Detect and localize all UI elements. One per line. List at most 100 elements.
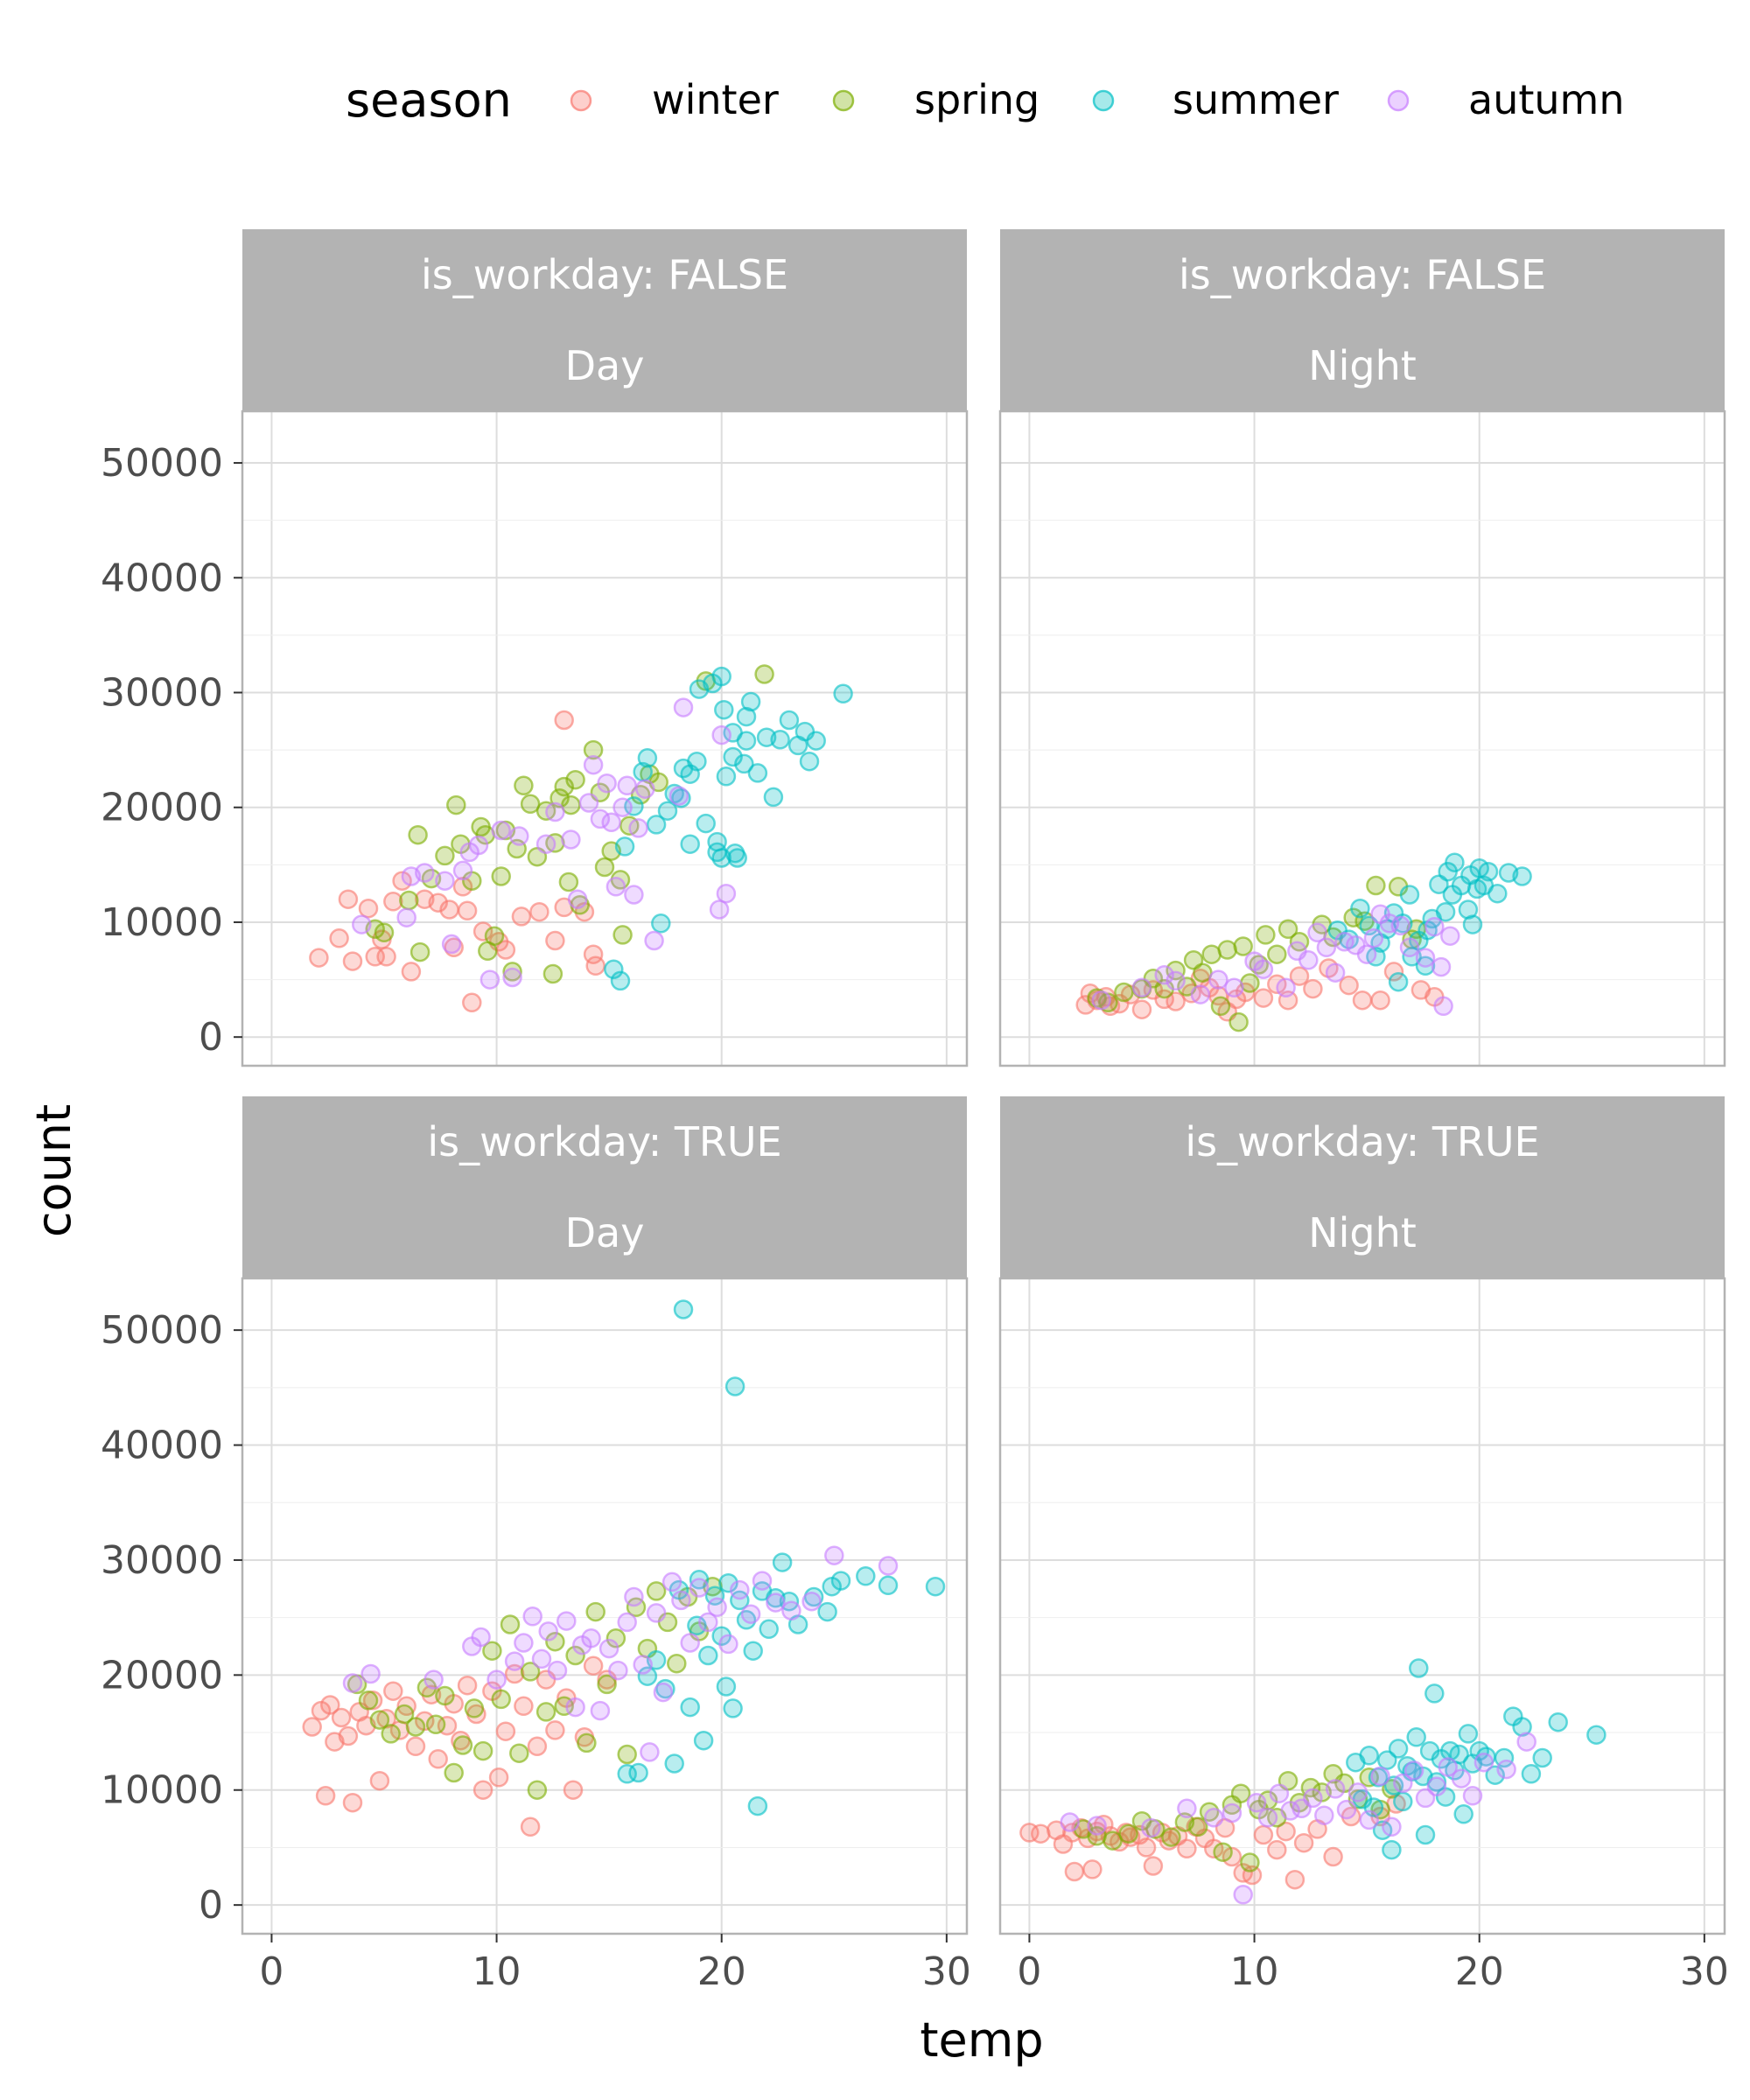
data-point-autumn xyxy=(601,812,621,833)
data-point-autumn xyxy=(1433,996,1453,1017)
panel-background xyxy=(1000,411,1725,1066)
data-point-winter xyxy=(369,1770,390,1791)
strip-background xyxy=(242,229,967,320)
data-point-autumn xyxy=(1269,1783,1290,1803)
data-point-summer xyxy=(740,691,761,712)
data-point-autumn xyxy=(1253,959,1274,980)
y-tick-label: 30000 xyxy=(101,1538,223,1583)
data-point-winter xyxy=(331,1707,352,1728)
legend-key-summer xyxy=(1092,89,1115,112)
data-point-autumn xyxy=(567,889,588,909)
data-point-spring xyxy=(606,1628,626,1648)
data-point-winter xyxy=(1236,982,1256,1003)
data-point-summer xyxy=(830,1571,851,1591)
data-point-autumn xyxy=(561,830,581,850)
y-tick-label: 0 xyxy=(199,1883,223,1928)
data-point-autumn xyxy=(752,1571,773,1591)
data-point-spring xyxy=(520,1662,541,1682)
data-point-summer xyxy=(718,1572,738,1593)
data-point-spring xyxy=(1256,925,1276,945)
data-point-autumn xyxy=(435,871,455,891)
data-point-autumn xyxy=(698,1612,718,1633)
data-point-spring xyxy=(545,1631,565,1652)
data-point-autumn xyxy=(624,1586,644,1607)
data-point-autumn xyxy=(1334,932,1354,952)
data-point-autumn xyxy=(617,775,637,796)
strip-label-time: Day xyxy=(565,1209,645,1256)
data-point-autumn xyxy=(1415,1788,1436,1809)
data-point-autumn xyxy=(1276,977,1296,998)
legend-item-summer: summer xyxy=(1092,76,1339,123)
data-point-autumn xyxy=(1325,962,1346,983)
data-point-autumn xyxy=(1060,1812,1080,1832)
data-point-autumn xyxy=(468,835,489,856)
data-point-autumn xyxy=(1431,956,1452,977)
data-point-summer xyxy=(724,1376,746,1396)
data-point-autumn xyxy=(1154,965,1174,985)
data-point-autumn xyxy=(606,877,626,897)
data-point-summer xyxy=(736,731,757,751)
data-point-autumn xyxy=(1336,1799,1357,1820)
legend-label-summer: summer xyxy=(1172,76,1339,123)
data-point-summer xyxy=(714,699,734,720)
data-point-autumn xyxy=(1222,1802,1242,1824)
data-point-winter xyxy=(472,1780,494,1800)
data-point-summer xyxy=(759,1619,779,1640)
y-tick-label: 30000 xyxy=(101,671,223,716)
data-point-autumn xyxy=(628,818,648,838)
y-axis-title: count xyxy=(26,1104,81,1237)
data-point-summer xyxy=(1445,852,1465,872)
data-point-summer xyxy=(1462,914,1483,934)
data-point-autumn xyxy=(612,797,633,817)
data-point-autumn xyxy=(1424,916,1445,937)
data-point-winter xyxy=(1284,1869,1306,1890)
data-point-spring xyxy=(482,1641,502,1661)
data-point-summer xyxy=(696,813,716,834)
data-point-autumn xyxy=(1087,1816,1107,1836)
data-point-winter xyxy=(383,892,403,912)
data-point-autumn xyxy=(1166,970,1186,991)
data-point-autumn xyxy=(730,1579,750,1600)
data-point-winter xyxy=(527,1736,548,1757)
data-point-winter xyxy=(338,1726,359,1746)
data-point-autumn xyxy=(1348,1782,1368,1802)
data-point-summer xyxy=(680,1697,700,1718)
x-tick-label: 10 xyxy=(472,1950,522,1994)
data-point-autumn xyxy=(1390,915,1410,936)
data-point-winter xyxy=(462,992,482,1013)
data-point-winter xyxy=(315,1786,336,1806)
strip-background xyxy=(1000,320,1725,411)
data-point-spring xyxy=(514,775,534,796)
data-point-autumn xyxy=(504,1651,525,1671)
data-point-spring xyxy=(435,1685,455,1706)
data-point-winter xyxy=(472,921,494,942)
legend-label-spring: spring xyxy=(914,76,1040,123)
data-point-spring xyxy=(464,1698,485,1718)
data-point-winter xyxy=(383,1681,403,1701)
data-point-autumn xyxy=(824,1545,844,1565)
data-point-winter xyxy=(545,930,565,951)
data-point-spring xyxy=(381,1724,401,1744)
data-point-autumn xyxy=(1141,1817,1161,1838)
data-point-summer xyxy=(1388,1739,1409,1759)
data-point-autumn xyxy=(1382,1816,1402,1838)
data-point-summer xyxy=(723,1698,743,1718)
data-point-summer xyxy=(1458,900,1479,920)
data-point-autumn xyxy=(608,1660,628,1681)
data-point-summer xyxy=(1393,1791,1413,1812)
data-point-winter xyxy=(1253,988,1274,1008)
data-point-autumn xyxy=(1208,970,1228,990)
data-point-autumn xyxy=(1091,990,1111,1011)
data-point-autumn xyxy=(396,907,416,928)
legend-title: season xyxy=(346,73,512,128)
data-point-spring xyxy=(1188,1816,1208,1838)
data-point-spring xyxy=(446,794,466,816)
data-point-autumn xyxy=(1370,1766,1390,1787)
data-point-autumn xyxy=(644,930,664,951)
data-point-summer xyxy=(716,1676,737,1697)
y-tick-label: 50000 xyxy=(101,1308,223,1353)
data-point-spring xyxy=(484,926,505,946)
data-point-summer xyxy=(1382,1839,1402,1860)
data-point-autumn xyxy=(646,1603,667,1623)
data-point-winter xyxy=(1031,1824,1051,1844)
